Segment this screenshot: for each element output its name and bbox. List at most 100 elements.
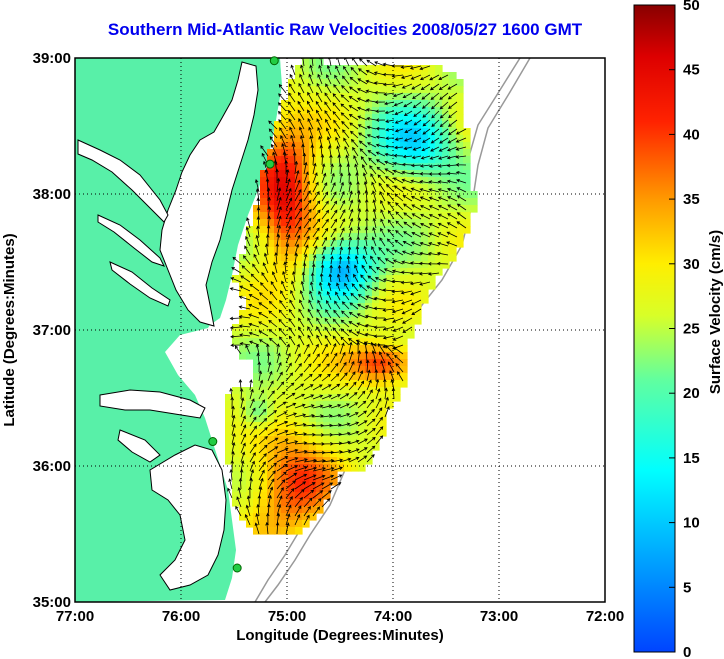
- velocity-cell: [358, 247, 366, 255]
- velocity-cell: [295, 93, 303, 101]
- velocity-arrow: [330, 423, 342, 427]
- velocity-cell: [302, 387, 310, 395]
- velocity-cell: [337, 331, 345, 339]
- velocity-cell: [302, 352, 310, 360]
- velocity-cell: [379, 100, 387, 108]
- velocity-arrow: [401, 178, 413, 184]
- velocity-cell: [400, 142, 408, 150]
- velocity-cell: [358, 464, 366, 472]
- velocity-cell: [253, 443, 261, 451]
- velocity-arrow: [356, 341, 360, 355]
- velocity-cell: [358, 268, 366, 276]
- velocity-cell: [428, 65, 436, 73]
- velocity-cell: [267, 478, 275, 486]
- velocity-cell: [302, 324, 310, 332]
- x-tick-label: 76:00: [162, 608, 200, 625]
- radar-stations: [208, 56, 279, 573]
- velocity-cell: [253, 254, 261, 262]
- velocity-cell: [330, 219, 338, 227]
- velocity-cell: [337, 282, 345, 290]
- velocity-cell: [316, 240, 324, 248]
- velocity-cell: [267, 450, 275, 458]
- velocity-cell: [407, 268, 415, 276]
- velocity-cell: [407, 156, 415, 164]
- velocity-cell: [428, 247, 436, 255]
- velocity-cell: [393, 275, 401, 283]
- velocity-arrow: [358, 132, 368, 139]
- velocity-arrow: [422, 119, 431, 127]
- velocity-arrow: [285, 448, 299, 454]
- velocity-cell: [253, 408, 261, 416]
- velocity-arrow: [248, 313, 260, 319]
- velocity-cell: [316, 317, 324, 325]
- velocity-cell: [372, 93, 380, 101]
- velocity-cell: [428, 205, 436, 213]
- velocity-cell: [260, 464, 268, 472]
- velocity-arrow: [294, 488, 305, 499]
- velocity-cell: [309, 86, 317, 94]
- velocity-arrow: [401, 260, 413, 265]
- velocity-cell: [365, 65, 373, 73]
- velocity-cell: [344, 212, 352, 220]
- velocity-cell: [456, 114, 464, 122]
- velocity-arrow: [312, 353, 320, 364]
- velocity-arrow: [249, 469, 255, 481]
- velocity-arrow: [266, 352, 271, 364]
- velocity-arrow: [366, 59, 377, 67]
- velocity-cell: [463, 184, 471, 192]
- velocity-arrow: [348, 321, 359, 328]
- velocity-cell: [316, 65, 324, 73]
- velocity-arrow: [330, 236, 336, 247]
- x-tick-label: 75:00: [268, 608, 306, 625]
- velocity-cell: [316, 506, 324, 514]
- velocity-arrow: [364, 323, 377, 328]
- velocity-cell: [407, 114, 415, 122]
- velocity-arrow: [325, 308, 332, 319]
- velocity-cell: [337, 128, 345, 136]
- velocity-arrow: [321, 498, 331, 508]
- velocity-cell: [267, 261, 275, 269]
- velocity-cell: [281, 177, 289, 185]
- velocity-arrow: [267, 470, 276, 481]
- velocity-cell: [330, 107, 338, 115]
- velocity-cell: [281, 317, 289, 325]
- velocity-arrow: [318, 290, 323, 301]
- velocity-arrow: [356, 88, 368, 94]
- velocity-cell: [442, 163, 450, 171]
- velocity-cell: [316, 177, 324, 185]
- velocity-cell: [309, 128, 317, 136]
- velocity-cell: [449, 149, 457, 157]
- velocity-cell: [365, 156, 373, 164]
- velocity-arrow: [369, 165, 377, 175]
- velocity-cell: [246, 324, 254, 332]
- velocity-arrow: [256, 216, 261, 229]
- velocity-cell: [428, 79, 436, 87]
- velocity-cell: [274, 513, 282, 521]
- velocity-cell: [267, 303, 275, 311]
- velocity-cell: [288, 219, 296, 227]
- velocity-cell: [253, 464, 261, 472]
- velocity-arrow: [340, 319, 350, 328]
- velocity-arrow: [437, 180, 449, 184]
- velocity-cell: [330, 65, 338, 73]
- velocity-arrow: [285, 457, 299, 463]
- velocity-cell: [274, 450, 282, 458]
- velocity-arrow: [366, 116, 377, 121]
- velocity-arrow: [319, 144, 323, 157]
- velocity-arrow: [373, 306, 386, 311]
- velocity-arrow: [303, 394, 315, 400]
- velocity-arrow: [350, 66, 359, 76]
- velocity-cell: [421, 156, 429, 164]
- velocity-arrow: [267, 390, 275, 400]
- velocity-arrow: [266, 234, 270, 247]
- velocity-cell: [239, 401, 247, 409]
- velocity-arrow: [448, 101, 458, 109]
- velocity-arrow: [260, 282, 269, 292]
- velocity-cell: [358, 282, 366, 290]
- x-tick-label: 77:00: [56, 608, 94, 625]
- velocity-arrow: [321, 373, 331, 382]
- velocity-cell: [379, 408, 387, 416]
- velocity-arrow: [276, 430, 289, 436]
- velocity-cell: [253, 268, 261, 276]
- velocity-cell: [260, 303, 268, 311]
